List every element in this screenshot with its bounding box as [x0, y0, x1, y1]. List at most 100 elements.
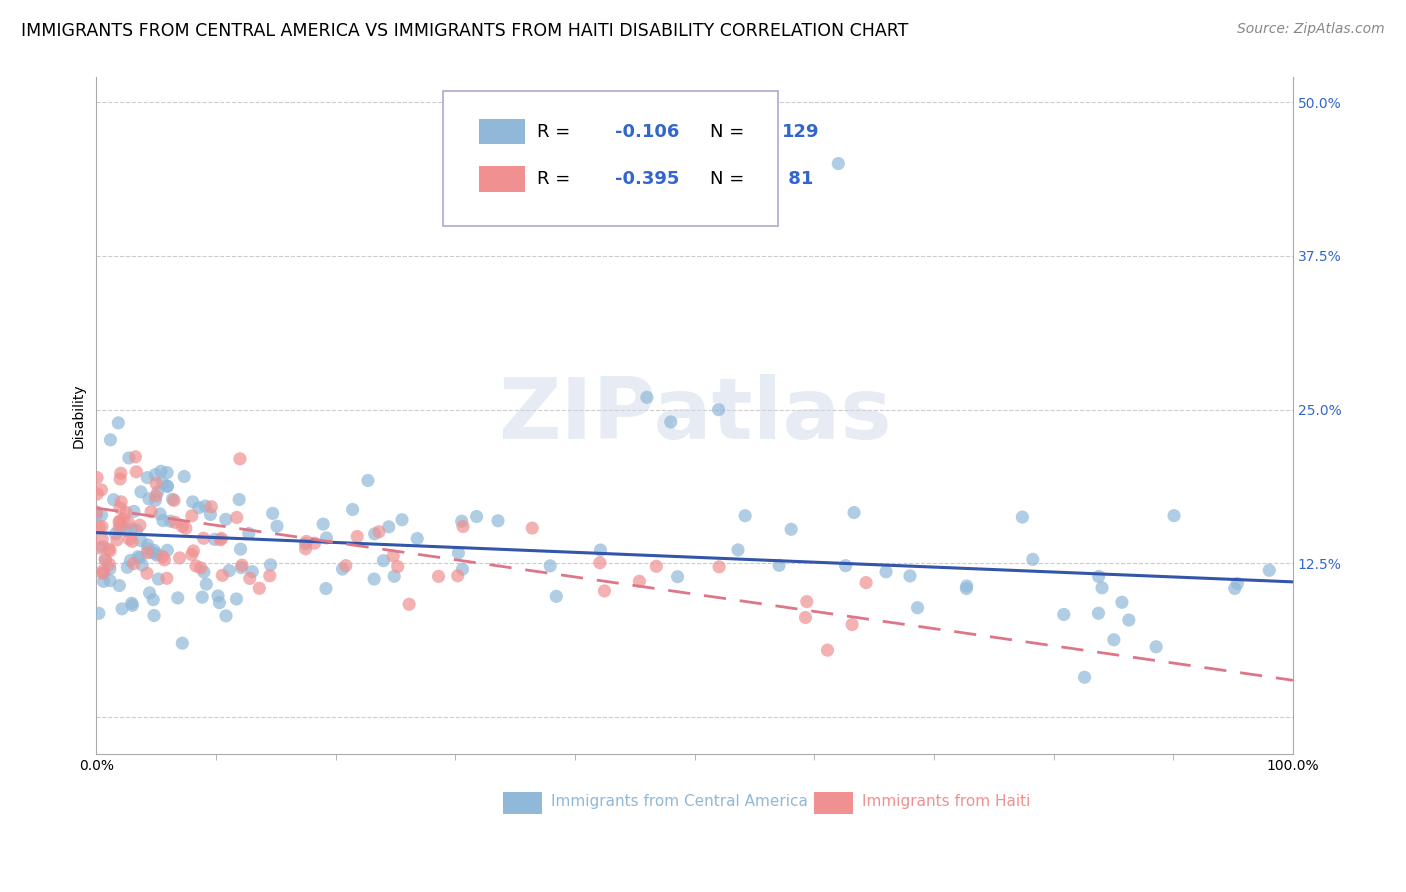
- Point: [174, 521, 197, 535]
- Point: [166, 591, 188, 605]
- Point: [875, 565, 897, 579]
- Point: [295, 534, 318, 549]
- Point: [127, 549, 149, 564]
- Point: [378, 520, 401, 534]
- Point: [136, 566, 159, 581]
- Point: [86, 505, 108, 519]
- Point: [94, 552, 117, 566]
- Point: [152, 514, 174, 528]
- FancyBboxPatch shape: [443, 91, 779, 227]
- Point: [141, 545, 163, 559]
- Point: [91, 540, 114, 554]
- FancyBboxPatch shape: [479, 166, 524, 192]
- Point: [195, 577, 218, 591]
- Point: [181, 495, 204, 509]
- Point: [229, 451, 252, 466]
- FancyBboxPatch shape: [479, 119, 524, 145]
- Point: [136, 545, 159, 559]
- Text: N =: N =: [710, 170, 751, 188]
- Point: [91, 519, 114, 533]
- Point: [159, 514, 181, 528]
- Point: [1226, 576, 1249, 591]
- Point: [239, 571, 262, 585]
- Point: [215, 512, 238, 526]
- Point: [231, 560, 253, 574]
- Y-axis label: Disability: Disability: [72, 384, 86, 448]
- Point: [156, 571, 179, 585]
- Point: [122, 504, 145, 518]
- Point: [120, 553, 142, 567]
- Point: [86, 487, 108, 501]
- Point: [121, 599, 143, 613]
- Point: [841, 617, 863, 632]
- Point: [593, 583, 616, 598]
- Point: [193, 565, 215, 579]
- Point: [304, 536, 326, 550]
- Point: [125, 523, 148, 537]
- Point: [522, 521, 544, 535]
- Point: [259, 568, 281, 582]
- Point: [128, 518, 150, 533]
- Point: [382, 549, 405, 563]
- Point: [108, 514, 131, 528]
- Point: [145, 548, 167, 562]
- Point: [666, 570, 689, 584]
- Point: [1087, 606, 1109, 620]
- Point: [1087, 569, 1109, 583]
- Text: Source: ZipAtlas.com: Source: ZipAtlas.com: [1237, 22, 1385, 37]
- Point: [240, 565, 263, 579]
- FancyBboxPatch shape: [814, 792, 852, 814]
- Text: IMMIGRANTS FROM CENTRAL AMERICA VS IMMIGRANTS FROM HAITI DISABILITY CORRELATION : IMMIGRANTS FROM CENTRAL AMERICA VS IMMIG…: [21, 22, 908, 40]
- Point: [156, 543, 179, 558]
- Point: [794, 610, 817, 624]
- Point: [97, 541, 120, 556]
- Point: [145, 493, 167, 508]
- Point: [707, 559, 730, 574]
- Point: [382, 569, 405, 583]
- Point: [183, 544, 205, 558]
- Point: [225, 510, 247, 524]
- Point: [827, 156, 849, 170]
- Point: [907, 600, 929, 615]
- Point: [180, 548, 202, 562]
- FancyBboxPatch shape: [503, 792, 541, 814]
- Point: [636, 390, 658, 404]
- Point: [1144, 640, 1167, 654]
- Point: [1022, 552, 1045, 566]
- Point: [87, 607, 110, 621]
- Point: [153, 553, 176, 567]
- Point: [538, 558, 561, 573]
- Point: [1102, 632, 1125, 647]
- Point: [98, 543, 121, 558]
- Point: [146, 485, 169, 500]
- Point: [108, 472, 131, 486]
- Point: [589, 543, 612, 558]
- Point: [406, 532, 429, 546]
- Point: [727, 542, 749, 557]
- Point: [156, 466, 179, 480]
- Point: [129, 533, 152, 548]
- Point: [262, 507, 284, 521]
- Point: [451, 562, 474, 576]
- Point: [86, 508, 108, 522]
- Point: [387, 559, 409, 574]
- Point: [1163, 508, 1185, 523]
- Point: [156, 479, 179, 493]
- Point: [117, 560, 139, 574]
- Point: [357, 474, 380, 488]
- Point: [229, 542, 252, 557]
- Point: [315, 582, 337, 596]
- Point: [1011, 510, 1033, 524]
- Point: [218, 564, 240, 578]
- Point: [335, 558, 357, 573]
- Point: [659, 415, 682, 429]
- Text: ZIPatlas: ZIPatlas: [498, 375, 891, 458]
- Point: [163, 515, 186, 529]
- Point: [145, 546, 167, 560]
- Point: [129, 550, 152, 565]
- Point: [172, 519, 194, 533]
- Point: [211, 532, 233, 546]
- Point: [194, 499, 217, 513]
- Point: [173, 469, 195, 483]
- Point: [138, 491, 160, 506]
